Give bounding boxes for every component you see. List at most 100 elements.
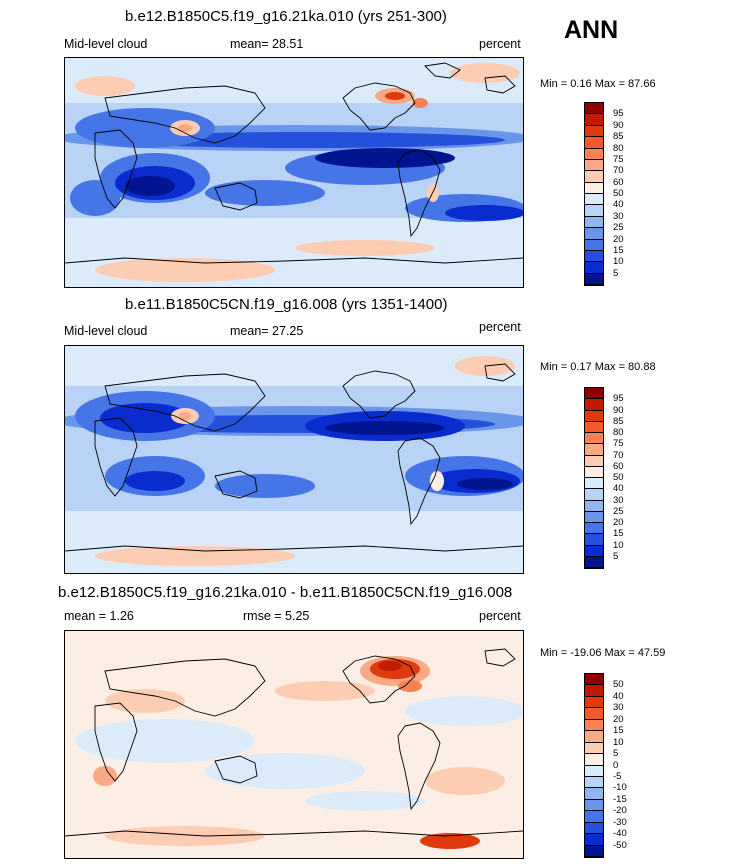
- panel2-colorbar-tick-label: 5: [613, 550, 619, 562]
- panel3-colorbar: 50 40 30 20 15 10 5 0 -5 -10 -15 -20 -30 -40 -50: [584, 673, 627, 858]
- panel2-colorbar-swatch: [585, 444, 603, 456]
- panel1-colorbar-swatch: [585, 182, 603, 194]
- panel3-colorbar-swatch: [585, 674, 603, 686]
- panel2-colorbar-swatch: [585, 466, 603, 478]
- panel1-colorbar-swatch: [585, 262, 603, 274]
- panel1-colorbar-swatch: [585, 228, 603, 240]
- panel3-colorbar-swatch: [585, 834, 603, 846]
- panel1-variable-label: Mid-level cloud: [64, 37, 148, 51]
- panel1-colorbar-tick-label: 20: [613, 233, 624, 245]
- panel3-mean-label: mean = 1.26: [64, 609, 134, 623]
- season-label: ANN: [564, 16, 619, 44]
- panel1-colorbar-tick-label: 95: [613, 108, 624, 120]
- panel2-colorbar-swatch: [585, 421, 603, 433]
- panel1-colorbar-swatch: [585, 216, 603, 229]
- panel1-map-svg: [65, 58, 523, 287]
- panel2-colorbar-tick-label: 70: [613, 449, 624, 461]
- panel3-colorbar-tick-label: -20: [613, 805, 627, 817]
- panel3-colorbar-swatch: [585, 811, 603, 823]
- panel3-colorbar-swatch: [585, 754, 603, 766]
- panel2-colorbar-tick-label: 40: [613, 483, 624, 495]
- panel3-colorbar-tick-label: 30: [613, 702, 624, 714]
- panel1-colorbar-swatch: [585, 171, 603, 183]
- panel3-map-svg: [65, 631, 523, 858]
- panel3-colorbar-tick-label: -15: [613, 793, 627, 805]
- panel2-colorbar-swatch: [585, 478, 603, 490]
- panel1-units-label: percent: [479, 37, 521, 51]
- panel2-colorbar-swatch: [585, 545, 603, 557]
- panel2-variable-label: Mid-level cloud: [64, 324, 148, 338]
- panel3-colorbar-swatch: [585, 685, 603, 697]
- panel1-colorbar-swatch: [585, 239, 603, 251]
- panel3-colorbar-tick-label: -40: [613, 828, 627, 840]
- panel3-title: b.e12.B1850C5.f19_g16.21ka.010 - b.e11.B…: [58, 584, 513, 601]
- panel2-colorbar-swatch: [585, 556, 603, 568]
- panel2-units-label: percent: [479, 320, 521, 334]
- panel1-colorbar-tick-label: 10: [613, 256, 624, 268]
- panel3-colorbar-swatch: [585, 822, 603, 835]
- panel1-colorbar-tick-label: 50: [613, 188, 624, 199]
- panel3-minmax: Min = -19.06 Max = 47.59: [540, 647, 666, 659]
- panel2-colorbar-tick-label: 90: [613, 404, 624, 416]
- panel3-colorbar-tick-label: 20: [613, 713, 624, 725]
- panel1-colorbar-tick-label: 70: [613, 165, 624, 177]
- panel2-colorbar-tick-label: 15: [613, 528, 624, 540]
- panel3-colorbar-tick-label: 0: [613, 759, 619, 771]
- panel2-colorbar-tick-label: 85: [613, 415, 624, 427]
- panel2-colorbar-swatch: [585, 500, 603, 512]
- panel1-mean-label: mean= 28.51: [230, 37, 304, 51]
- panel2-colorbar-tick-label: 20: [613, 517, 624, 528]
- panel3-colorbar-swatch: [585, 799, 603, 812]
- panel1-colorbar-tick-label: 5: [613, 267, 619, 279]
- panel2-colorbar-tick-label: 95: [613, 393, 624, 405]
- panel1-colorbar-tick-label: 85: [613, 131, 624, 143]
- panel3-colorbar-swatch: [585, 731, 603, 743]
- panel3-colorbar-swatch: [585, 708, 603, 720]
- panel2-colorbar-tick-label: 25: [613, 505, 624, 517]
- panel1-colorbar-tick-label: 40: [613, 199, 624, 211]
- panel3-colorbar-swatch: [585, 845, 603, 857]
- panel1-colorbar-swatch: [585, 137, 603, 149]
- panel3-colorbar-tick-label: -50: [613, 839, 627, 851]
- panel3-colorbar-tick-label: 10: [613, 736, 624, 748]
- panel1-colorbar-swatch: [585, 103, 603, 115]
- panel1-colorbar-tick-label: 75: [613, 153, 624, 165]
- panel1-colorbar-swatch: [585, 205, 603, 217]
- panel1-colorbar-swatch: [585, 250, 603, 263]
- panel2-colorbar-swatch: [585, 399, 603, 411]
- panel2-colorbar-tick-label: 60: [613, 460, 624, 472]
- panel1-colorbar-swatch: [585, 159, 603, 172]
- panel2-colorbar-swatch: [585, 410, 603, 422]
- panel3-units-label: percent: [479, 609, 521, 623]
- panel2-title: b.e11.B1850C5CN.f19_g16.008 (yrs 1351-14…: [125, 296, 448, 313]
- panel1-map: [64, 57, 524, 288]
- panel3-map: [64, 630, 524, 859]
- panel3-colorbar-tick-label: -30: [613, 816, 627, 828]
- panel2-colorbar-tick-label: 75: [613, 438, 624, 450]
- panel3-colorbar-swatch: [585, 696, 603, 709]
- panel2-mean-label: mean= 27.25: [230, 324, 304, 338]
- panel1-colorbar-tick-label: 90: [613, 119, 624, 131]
- panel1-colorbar-tick-label: 30: [613, 210, 624, 222]
- panel1-colorbar-swatch: [585, 148, 603, 160]
- panel1-colorbar-tick-label: 25: [613, 222, 624, 234]
- panel2-colorbar-swatch: [585, 534, 603, 546]
- panel2-colorbar-tick-label: 30: [613, 494, 624, 506]
- panel2-map-svg: [65, 346, 523, 573]
- panel3-rmse-label: rmse = 5.25: [243, 609, 310, 623]
- panel1-colorbar: 95 90 85 80 75 70 60 50 40 30 25 20 15 10 5: [584, 102, 624, 286]
- panel1-colorbar-tick-label: 80: [613, 142, 624, 154]
- panel1-colorbar-tick-label: 60: [613, 176, 624, 188]
- panel1-colorbar-swatch: [585, 114, 603, 126]
- panel2-colorbar-tick-label: 80: [613, 427, 624, 438]
- panel1-colorbar-tick-label: 15: [613, 244, 624, 256]
- panel2-colorbar-swatch: [585, 455, 603, 467]
- panel1-colorbar-swatch: [585, 125, 603, 138]
- panel1-colorbar-swatch: [585, 273, 603, 285]
- panel1-colorbar-swatch: [585, 194, 603, 206]
- panel2-colorbar-swatch: [585, 523, 603, 535]
- panel2-colorbar-swatch: [585, 511, 603, 523]
- panel2-colorbar-tick-label: 10: [613, 539, 624, 551]
- panel1-title: b.e12.B1850C5.f19_g16.21ka.010 (yrs 251-…: [125, 8, 447, 25]
- panel2-colorbar-swatch: [585, 433, 603, 445]
